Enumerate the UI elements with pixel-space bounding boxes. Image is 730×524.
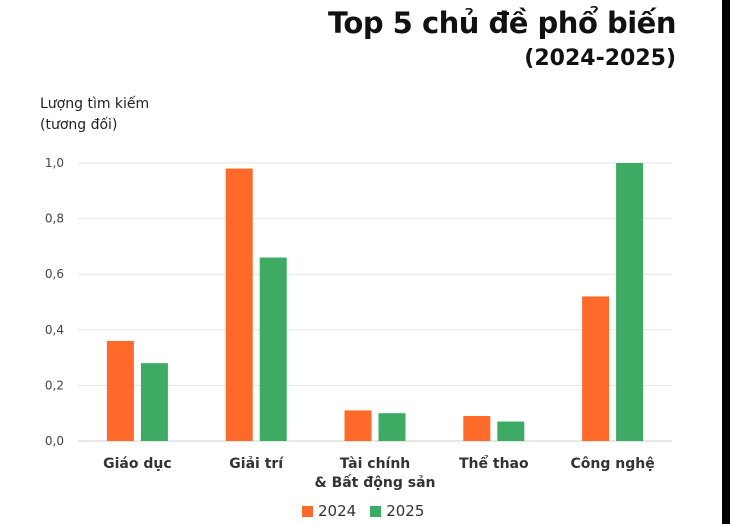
chart-title: Top 5 chủ đề phổ biến (327, 6, 677, 40)
x-tick-label: Tài chính & Bất động sản (314, 456, 435, 491)
x-tick-labels: Giáo dục Giải trí Tài chính & Bất động sảnT… (103, 455, 655, 491)
y-tick-labels: 0,0 0,2 0,4 0,6 0,8 1,0 (45, 156, 64, 448)
y-tick-label: 0,8 (45, 212, 64, 226)
y-tick-label: 0,4 (45, 323, 64, 337)
grid-lines (78, 162, 672, 442)
x-tick-label-line: & Bất động sản (314, 474, 435, 491)
legend-swatch (370, 505, 382, 517)
x-tick-label: Giáo dục (103, 456, 172, 472)
legend-item-2025: 2025 (370, 502, 424, 520)
bar-2024-0 (106, 340, 134, 441)
x-tick-label: Giải trí (229, 456, 284, 472)
bar-2024-2 (344, 410, 372, 441)
y-tick-label: 0,6 (45, 267, 64, 281)
y-tick-label: 0,2 (45, 378, 64, 392)
legend-label: 2024 (318, 502, 357, 520)
x-tick-label-line: Giải trí (229, 456, 284, 472)
bar-2025-2 (378, 413, 406, 441)
bar-2025-1 (259, 257, 287, 441)
bars (106, 163, 644, 441)
chart-subtitle: (2024-2025) (524, 46, 676, 71)
x-tick-label-line: Thể thao (459, 455, 529, 472)
x-tick-label: Công nghệ (570, 456, 654, 472)
bar-2024-1 (225, 168, 253, 441)
y-tick-label: 1,0 (45, 156, 64, 170)
bar-2024-4 (582, 296, 610, 441)
legend: 2024 2025 (302, 502, 438, 520)
legend-item-2024: 2024 (302, 502, 356, 520)
bar-2025-0 (140, 363, 168, 441)
bar-2025-4 (616, 163, 644, 441)
legend-swatch (302, 505, 313, 517)
y-axis-label: Lượng tìm kiếm (tương đối) (40, 96, 150, 133)
x-tick-label-line: Giáo dục (103, 456, 172, 472)
bar-2024-3 (463, 415, 491, 441)
x-tick-label-line: Tài chính (340, 456, 411, 472)
bar-2025-3 (497, 421, 525, 441)
y-tick-label: 0,0 (45, 434, 64, 448)
x-tick-label: Thể thao (459, 455, 529, 472)
legend-label: 2025 (386, 502, 425, 520)
x-tick-label-line: Công nghệ (570, 456, 654, 472)
